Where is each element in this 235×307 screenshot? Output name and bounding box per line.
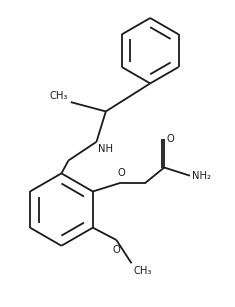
Text: NH: NH	[98, 144, 113, 154]
Text: O: O	[117, 169, 125, 178]
Text: O: O	[113, 245, 120, 255]
Text: O: O	[166, 134, 174, 145]
Text: CH₃: CH₃	[50, 91, 68, 101]
Text: NH₂: NH₂	[192, 171, 211, 181]
Text: CH₃: CH₃	[134, 266, 152, 276]
